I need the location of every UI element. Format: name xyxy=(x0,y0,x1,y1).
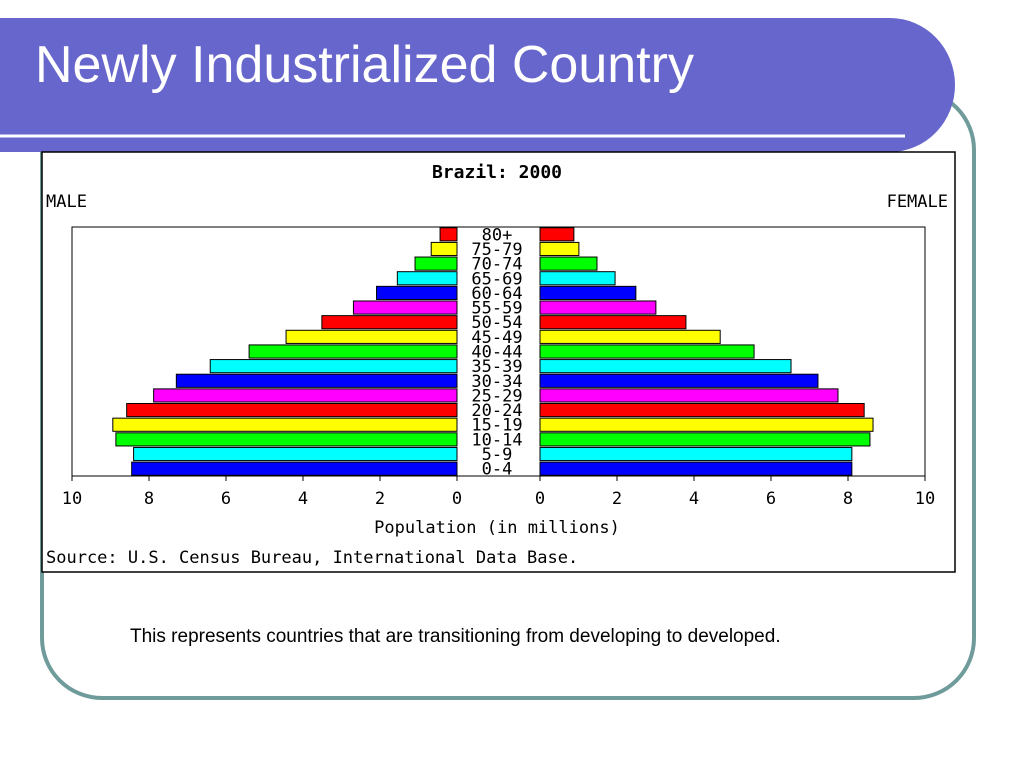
slide-title: Newly Industrialized Country xyxy=(35,36,694,94)
x-tick-label: 10 xyxy=(62,489,82,509)
age-label: 70-74 xyxy=(471,255,522,275)
female-bar xyxy=(539,329,721,344)
male-bar xyxy=(175,373,458,388)
age-label: 45-49 xyxy=(471,328,522,348)
male-bar xyxy=(209,359,458,374)
female-bar xyxy=(539,388,839,403)
x-tick-label: 2 xyxy=(612,489,622,509)
age-label: 65-69 xyxy=(471,269,522,289)
source-note: Source: U.S. Census Bureau, Internationa… xyxy=(46,548,578,568)
male-bar xyxy=(115,432,458,447)
chart: Brazil: 2000 MALE FEMALE Population (in … xyxy=(41,151,956,573)
female-bar xyxy=(539,271,616,286)
age-label: 40-44 xyxy=(471,343,522,363)
female-bar xyxy=(539,403,865,418)
female-bar xyxy=(539,300,657,315)
male-bar xyxy=(285,329,458,344)
male-bar xyxy=(131,461,458,476)
plot-frame xyxy=(71,226,926,477)
male-bar xyxy=(321,315,458,330)
female-bar xyxy=(539,315,687,330)
male-bar xyxy=(414,256,458,271)
male-bar xyxy=(430,241,458,257)
x-tick-label: 2 xyxy=(375,489,385,509)
female-bar xyxy=(539,461,853,476)
x-tick-label: 4 xyxy=(689,489,699,509)
caption: This represents countries that are trans… xyxy=(130,626,781,647)
female-bar xyxy=(539,417,874,432)
age-label: 20-24 xyxy=(471,401,522,421)
male-bar xyxy=(112,417,458,432)
age-label: 35-39 xyxy=(471,357,522,377)
legend-male: MALE xyxy=(46,192,87,212)
male-bar xyxy=(439,227,458,242)
x-tick-label: 0 xyxy=(452,489,462,509)
x-tick-label: 0 xyxy=(535,489,545,509)
chart-frame xyxy=(41,151,956,573)
female-bar xyxy=(539,241,580,257)
male-bar xyxy=(126,403,458,418)
female-bar xyxy=(539,256,598,271)
age-label: 60-64 xyxy=(471,284,522,304)
age-label: 55-59 xyxy=(471,299,522,319)
x-tick-label: 10 xyxy=(915,489,935,509)
age-label: 50-54 xyxy=(471,313,522,333)
chart-title: Brazil: 2000 xyxy=(432,162,562,183)
x-axis-label: Population (in millions) xyxy=(374,518,620,538)
female-bar xyxy=(539,446,853,462)
male-bar xyxy=(153,388,458,403)
age-label: 15-19 xyxy=(471,416,522,436)
male-bar xyxy=(248,344,458,359)
age-label: 30-34 xyxy=(471,372,522,392)
header-bar xyxy=(0,18,955,152)
male-bar xyxy=(376,285,458,300)
male-bar xyxy=(133,446,458,462)
female-bar xyxy=(539,344,755,359)
age-label: 75-79 xyxy=(471,240,522,260)
female-bar xyxy=(539,285,637,300)
female-bar xyxy=(539,227,575,242)
male-bar xyxy=(352,300,458,315)
female-bar xyxy=(539,373,819,388)
x-tick-label: 6 xyxy=(221,489,231,509)
x-tick-label: 8 xyxy=(144,489,154,509)
female-bar xyxy=(539,432,871,447)
age-label: 0-4 xyxy=(482,460,513,480)
x-tick-label: 8 xyxy=(843,489,853,509)
age-label: 80+ xyxy=(482,225,513,245)
legend-female: FEMALE xyxy=(887,192,948,212)
age-label: 5-9 xyxy=(482,445,513,465)
age-label: 10-14 xyxy=(471,430,522,450)
x-tick-label: 4 xyxy=(298,489,308,509)
age-label: 25-29 xyxy=(471,386,522,406)
male-bar xyxy=(396,271,458,286)
female-bar xyxy=(539,359,792,374)
x-tick-label: 6 xyxy=(766,489,776,509)
